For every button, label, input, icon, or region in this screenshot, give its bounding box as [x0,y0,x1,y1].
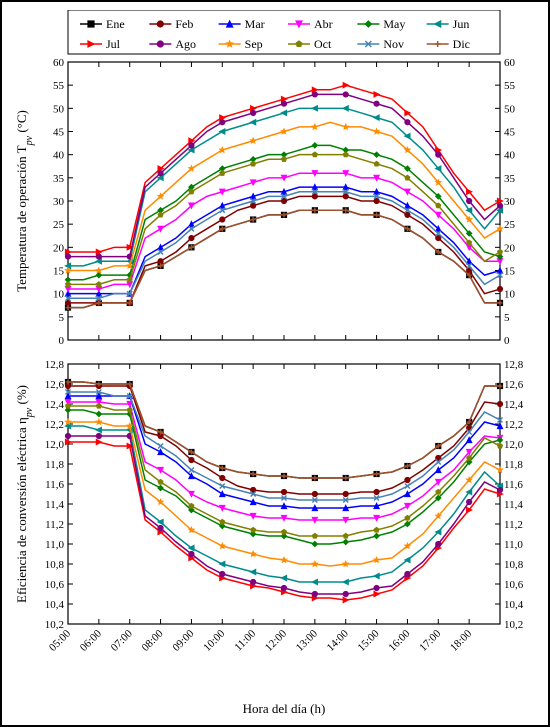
svg-text:11,8: 11,8 [504,459,523,471]
svg-text:17:00: 17:00 [417,627,444,654]
svg-text:16:00: 16:00 [386,627,413,654]
svg-text:15:00: 15:00 [355,627,382,654]
svg-text:12,0: 12,0 [45,439,65,451]
svg-text:11,8: 11,8 [45,459,64,471]
svg-text:5: 5 [504,312,510,324]
svg-text:10,6: 10,6 [504,579,524,591]
legend-label: Feb [175,17,193,31]
legend-label: Nov [383,37,404,51]
legend-label: Dic [453,37,470,51]
svg-text:12,2: 12,2 [45,419,64,431]
svg-text:35: 35 [53,173,65,185]
svg-text:13:00: 13:00 [294,627,321,654]
legend-label: Oct [314,37,332,51]
figure-frame: EneFebMarAbrMayJunJulAgoSepOctNovDic0055… [0,0,550,727]
plot: 10,2 10,2 10,4 10,4 10,6 10,6 10,8 10,8 11,0 11,0… [45,359,524,654]
svg-text:14:00: 14:00 [325,627,352,654]
svg-text:40: 40 [504,150,516,162]
svg-text:20: 20 [53,242,65,254]
svg-text:10,4: 10,4 [45,599,65,611]
svg-text:11,4: 11,4 [504,499,523,511]
svg-text:5: 5 [59,312,65,324]
legend-label: Ene [106,17,125,31]
svg-text:0: 0 [59,335,65,347]
svg-text:18:00: 18:00 [448,627,475,654]
svg-text:45: 45 [504,127,516,139]
svg-text:05:00: 05:00 [47,627,74,654]
svg-text:20: 20 [504,242,516,254]
svg-text:15: 15 [53,266,65,278]
svg-text:45: 45 [53,127,65,139]
svg-text:25: 25 [504,219,516,231]
svg-text:11,6: 11,6 [45,479,64,491]
legend-label: May [383,17,405,31]
svg-text:12,8: 12,8 [504,359,524,371]
legend-label: Abr [314,17,333,31]
svg-text:50: 50 [53,103,65,115]
svg-text:12,6: 12,6 [504,379,524,391]
svg-text:10,8: 10,8 [504,559,524,571]
svg-text:12,2: 12,2 [504,419,523,431]
svg-text:10,2: 10,2 [45,619,64,631]
legend-label: Sep [245,37,263,51]
svg-text:10: 10 [504,289,516,301]
svg-text:11:00: 11:00 [232,627,258,653]
svg-text:09:00: 09:00 [170,627,197,654]
svg-text:11,6: 11,6 [504,479,523,491]
legend: Ene Feb Mar Abr May Jun Jul Ago Sep Oct Nov Dic [68,10,500,54]
svg-text:10,6: 10,6 [45,579,65,591]
svg-text:10,2: 10,2 [504,619,523,631]
svg-text:07:00: 07:00 [109,627,136,654]
svg-text:35: 35 [504,173,516,185]
svg-text:12,6: 12,6 [45,379,65,391]
svg-text:Temperatura de operación Tpv (: Temperatura de operación Tpv (°C) [14,110,35,292]
x-axis-label: Hora del día (h) [243,701,326,716]
svg-text:11,2: 11,2 [504,519,523,531]
legend-label: Jun [453,17,470,31]
svg-text:10,8: 10,8 [45,559,65,571]
svg-text:06:00: 06:00 [78,627,105,654]
svg-text:12:00: 12:00 [263,627,290,654]
svg-text:11,2: 11,2 [45,519,64,531]
svg-text:50: 50 [504,103,516,115]
svg-text:12,0: 12,0 [504,439,524,451]
svg-text:11,0: 11,0 [504,539,523,551]
svg-text:11,4: 11,4 [45,499,64,511]
svg-text:60: 60 [504,57,516,69]
svg-text:0: 0 [504,335,510,347]
svg-text:55: 55 [53,80,65,92]
plot: 0055101015152020252530303535404045455050… [53,57,516,347]
svg-text:30: 30 [53,196,65,208]
svg-text:12,4: 12,4 [504,399,524,411]
legend-label: Mar [245,17,265,31]
svg-text:15: 15 [504,266,516,278]
svg-text:Eficiencia de conversión eléct: Eficiencia de conversión eléctrica ηpv (… [14,385,35,603]
svg-text:11,0: 11,0 [45,539,64,551]
chart-svg: EneFebMarAbrMayJunJulAgoSepOctNovDic0055… [10,10,540,717]
figure-inner: EneFebMarAbrMayJunJulAgoSepOctNovDic0055… [10,10,540,717]
legend-label: Jul [106,37,121,51]
svg-text:12,4: 12,4 [45,399,65,411]
svg-text:30: 30 [504,196,516,208]
svg-text:55: 55 [504,80,516,92]
legend-label: Ago [175,37,196,51]
svg-text:08:00: 08:00 [139,627,166,654]
svg-text:10,4: 10,4 [504,599,524,611]
svg-text:60: 60 [53,57,65,69]
svg-text:25: 25 [53,219,65,231]
svg-text:10: 10 [53,289,65,301]
svg-text:40: 40 [53,150,65,162]
svg-text:10:00: 10:00 [201,627,228,654]
svg-text:12,8: 12,8 [45,359,65,371]
